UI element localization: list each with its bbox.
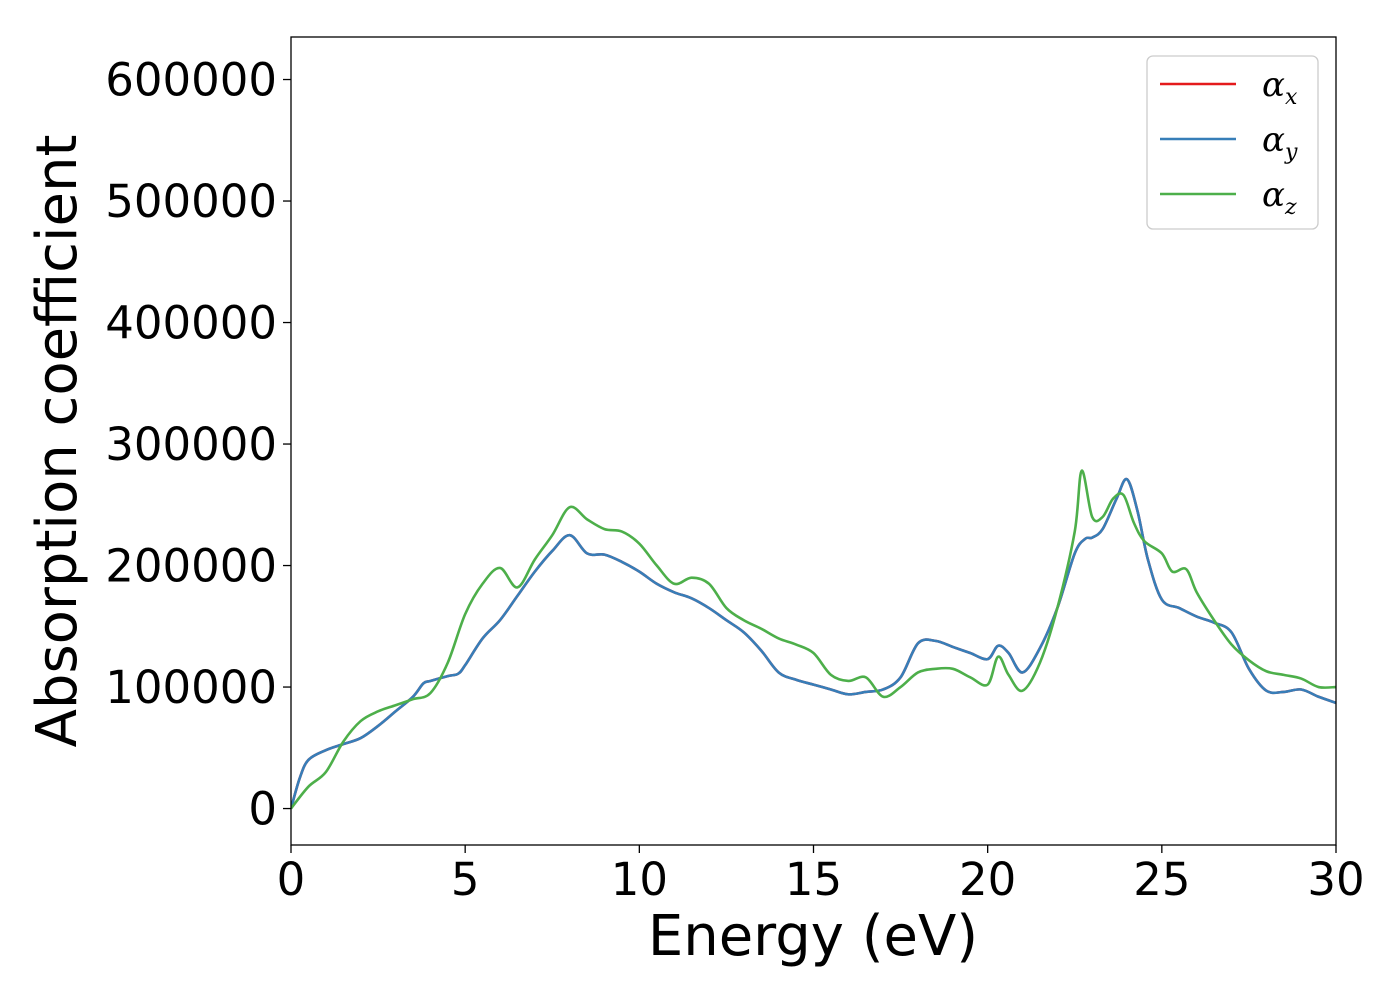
legend-label-subscript: y xyxy=(1284,140,1298,165)
legend-entry-x: αx xyxy=(1262,65,1298,110)
y-tick-label: 300000 xyxy=(105,418,277,471)
x-tick-label: 30 xyxy=(1307,853,1364,906)
y-tick-label: 100000 xyxy=(105,661,277,714)
x-axis: 0 5 10 15 20 25 30 xyxy=(277,845,1365,906)
legend-box xyxy=(1146,55,1319,230)
legend-label-subscript: x xyxy=(1285,85,1298,110)
x-tick-label: 0 xyxy=(277,853,306,906)
y-tick-label: 0 xyxy=(248,783,277,836)
x-tick-label: 10 xyxy=(611,853,668,906)
x-tick-label: 20 xyxy=(959,853,1016,906)
y-axis-label: Absorption coefficient xyxy=(25,135,90,748)
y-axis: 0 100000 200000 300000 400000 500000 600000 xyxy=(105,54,291,836)
series-line-y xyxy=(291,477,1336,809)
legend-label-base: α xyxy=(1262,65,1285,105)
y-tick-label: 200000 xyxy=(105,540,277,593)
x-axis-label: Energy (eV) xyxy=(648,904,978,969)
y-tick-label: 600000 xyxy=(105,54,277,107)
legend-label-subscript: z xyxy=(1284,195,1297,220)
y-tick-label: 400000 xyxy=(105,297,277,350)
series-layer xyxy=(291,469,1336,810)
x-tick-label: 5 xyxy=(451,853,480,906)
legend-entry-y: αy xyxy=(1262,120,1298,165)
series-line-z xyxy=(291,469,1336,810)
x-tick-label: 25 xyxy=(1133,853,1190,906)
y-tick-label: 500000 xyxy=(105,175,277,228)
series-line-x xyxy=(291,477,1336,809)
legend-label-base: α xyxy=(1262,120,1285,160)
legend-entry-z: αz xyxy=(1262,175,1297,220)
legend-label-base: α xyxy=(1262,175,1285,215)
x-tick-label: 15 xyxy=(785,853,842,906)
